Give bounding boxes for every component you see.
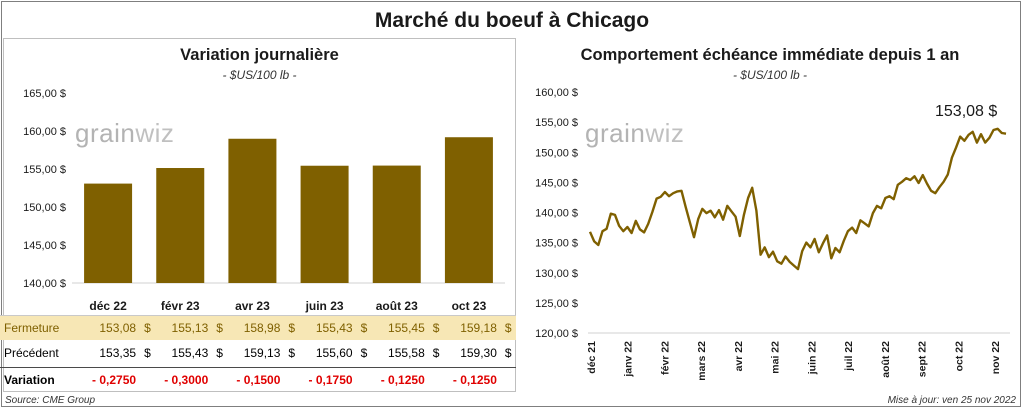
table-cell: 159,30	[460, 346, 497, 360]
row-label: Précédent	[4, 346, 59, 360]
right-chart-title: Comportement échéance immédiate depuis 1…	[580, 46, 960, 64]
currency-symbol: $	[216, 346, 223, 360]
line-x-tick-label: oct 22	[953, 341, 965, 372]
main-title: Marché du boeuf à Chicago	[374, 9, 650, 32]
currency-symbol: $	[288, 346, 296, 360]
bar-y-tick-label: 145,00 $	[23, 240, 66, 252]
currency-symbol: $	[504, 346, 512, 360]
bar-category-label: avr 23	[235, 299, 270, 313]
table-cell: 158,98	[243, 321, 281, 335]
table-cell: - 0,2750	[92, 373, 137, 387]
right-chart-unit: - $US/100 lb -	[732, 68, 808, 82]
bar-category-label: juin 23	[305, 299, 344, 313]
table-cell: 153,35	[99, 346, 137, 360]
table-cell: 155,13	[171, 321, 209, 335]
line-y-tick-label: 145,00 $	[535, 177, 578, 189]
bar-y-axis: 140,00 $ 145,00 $ 150,00 $ 155,00 $ 160,00 $…	[23, 88, 505, 290]
row-fermeture: Fermeture 153,08 $155,13 $158,98 $155,43 $15…	[0, 315, 516, 340]
source-note: Source: CME Group	[5, 395, 96, 406]
line-y-tick-label: 125,00 $	[535, 298, 578, 310]
left-panel	[3, 38, 516, 392]
currency-symbol: $	[432, 321, 440, 335]
line-y-axis: 120,00 $ 125,00 $ 130,00 $ 135,00 $ 140,00 $…	[535, 87, 1010, 340]
currency-symbol: $	[432, 346, 440, 360]
table-cell: - 0,1250	[380, 373, 425, 387]
currency-symbol: $	[288, 321, 296, 335]
table-cell: 159,18	[460, 321, 497, 335]
line-x-tick-label: févr 22	[659, 341, 671, 375]
bar-category-label: oct 23	[452, 299, 487, 313]
line-x-tick-label: janv 22	[623, 341, 635, 378]
right-watermark-logo: grainwiz	[585, 118, 685, 148]
bar-series	[84, 137, 493, 283]
line-x-tick-label: mars 22	[696, 341, 708, 381]
bar	[156, 168, 205, 283]
line-series	[588, 127, 1007, 271]
table-cell: 155,58	[388, 346, 425, 360]
bar	[228, 138, 277, 283]
line-y-tick-label: 160,00 $	[535, 87, 578, 99]
table-cell: 155,45	[388, 321, 425, 335]
line-y-tick-label: 155,00 $	[535, 117, 578, 129]
row-label: Variation	[4, 373, 55, 387]
table-cell: 155,60	[315, 346, 353, 360]
row-label: Fermeture	[4, 321, 60, 335]
line-y-tick-label: 135,00 $	[535, 238, 578, 250]
row-variation: Variation - 0,2750 - 0,3000 - 0,1500 - 0,17…	[0, 367, 516, 392]
currency-symbol: $	[144, 321, 151, 335]
bar	[372, 165, 421, 283]
line-x-tick-label: mai 22	[770, 341, 782, 374]
price-line	[588, 127, 1007, 271]
updated-note: Mise à jour: ven 25 nov 2022	[887, 395, 1016, 406]
bar-y-tick-label: 150,00 $	[23, 202, 66, 214]
line-y-tick-label: 130,00 $	[535, 268, 578, 280]
table-cell: 153,08	[99, 321, 137, 335]
line-x-tick-label: avr 22	[733, 341, 745, 372]
bar-x-axis: déc 22 févr 23 avr 23 juin 23 août 23 oct 23	[89, 299, 486, 313]
line-x-tick-label: juil 22	[843, 341, 855, 372]
table-cell: 159,13	[243, 346, 281, 360]
bar-y-tick-label: 155,00 $	[23, 164, 66, 176]
table-cell: - 0,1250	[452, 373, 497, 387]
bar	[84, 183, 133, 283]
line-x-tick-label: déc 21	[586, 341, 598, 374]
table-cell: - 0,1750	[308, 373, 353, 387]
currency-symbol: $	[504, 321, 512, 335]
bar-category-label: déc 22	[89, 299, 127, 313]
line-x-axis: déc 21 janv 22 févr 22 mars 22 avr 22 mai 22 j…	[586, 341, 1002, 381]
left-watermark-logo: grainwiz	[75, 118, 175, 148]
line-y-tick-label: 150,00 $	[535, 147, 578, 159]
bar-y-tick-label: 140,00 $	[23, 278, 66, 290]
left-chart-unit: - $US/100 lb -	[222, 68, 297, 82]
row-precedent: Précédent 153,35 $155,43 $159,13 $155,60 $15…	[0, 341, 516, 365]
last-value-label: 153,08 $	[935, 103, 998, 120]
line-x-tick-label: nov 22	[990, 341, 1002, 374]
currency-symbol: $	[360, 346, 368, 360]
line-y-tick-label: 120,00 $	[535, 328, 578, 340]
line-y-tick-label: 140,00 $	[535, 208, 578, 220]
bar-y-tick-label: 160,00 $	[23, 126, 66, 138]
currency-symbol: $	[216, 321, 223, 335]
table-cell: 155,43	[315, 321, 353, 335]
bar	[300, 165, 349, 283]
line-x-tick-label: août 22	[880, 341, 892, 378]
currency-symbol: $	[360, 321, 368, 335]
table-cell: 155,43	[171, 346, 209, 360]
bar-category-label: févr 23	[161, 299, 200, 313]
currency-symbol: $	[144, 346, 151, 360]
bar	[444, 137, 493, 283]
left-chart-title: Variation journalière	[180, 46, 339, 64]
bar-y-tick-label: 165,00 $	[23, 88, 66, 100]
bar-category-label: août 23	[376, 299, 418, 313]
table-cell: - 0,1500	[236, 373, 281, 387]
table-cell: - 0,3000	[164, 373, 209, 387]
line-x-tick-label: juin 22	[806, 341, 818, 375]
line-x-tick-label: sept 22	[917, 341, 929, 377]
